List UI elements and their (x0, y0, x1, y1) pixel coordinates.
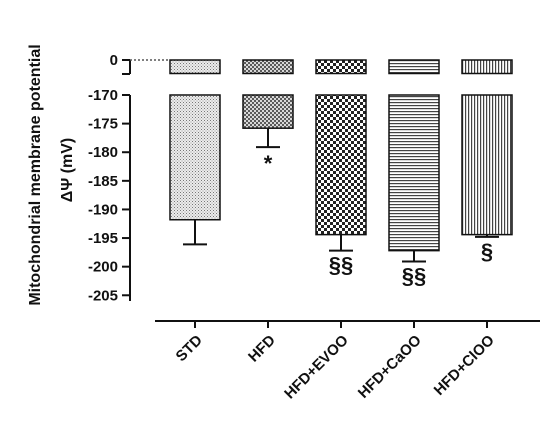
y-axis-subtitle: ΔΨ (mV) (59, 138, 76, 202)
x-category-label: HFD+ClOO (431, 332, 498, 399)
bar-std (169, 94, 221, 221)
significance-mark: §§ (329, 253, 353, 278)
y-tick-label: -180 (88, 144, 118, 161)
bar-upper-std (169, 59, 221, 75)
y-tick-label: 0 (110, 52, 118, 69)
significance-mark: § (481, 239, 493, 264)
x-category-label: HFD+EVOO (281, 332, 352, 403)
significance-mark: §§ (402, 264, 426, 289)
bar-upper-hfd (242, 59, 294, 75)
bar-hfd (242, 94, 294, 129)
x-category-label: HFD (245, 332, 279, 366)
y-tick-label: -185 (88, 173, 118, 190)
bar-hfd-cloo (461, 94, 513, 236)
axes: 0 -170 -175 -180 -185 -190 -195 -200 -205 (88, 52, 540, 328)
bar-hfd-evoo (315, 94, 367, 236)
bar-upper-hfd-caoo (388, 59, 440, 75)
x-category-label: HFD+CaOO (355, 332, 425, 402)
y-tick-label: -195 (88, 230, 118, 247)
y-tick-label: -190 (88, 201, 118, 218)
y-tick-label: -200 (88, 259, 118, 276)
y-tick-label: -175 (88, 116, 118, 133)
category-labels: STD HFD HFD+EVOO HFD+CaOO HFD+ClOO (173, 332, 498, 403)
significance-mark: * (264, 151, 273, 176)
bars-group: *§§ §§§ (169, 59, 513, 289)
bar-hfd-caoo (388, 94, 440, 252)
y-tick-label: -205 (88, 287, 118, 304)
y-tick-label: -170 (88, 87, 118, 104)
bar-upper-hfd-evoo (315, 59, 367, 75)
y-axis-title: Mitochondrial membrane potential (27, 44, 44, 305)
bar-upper-hfd-cloo (461, 59, 513, 75)
x-category-label: STD (173, 332, 206, 365)
